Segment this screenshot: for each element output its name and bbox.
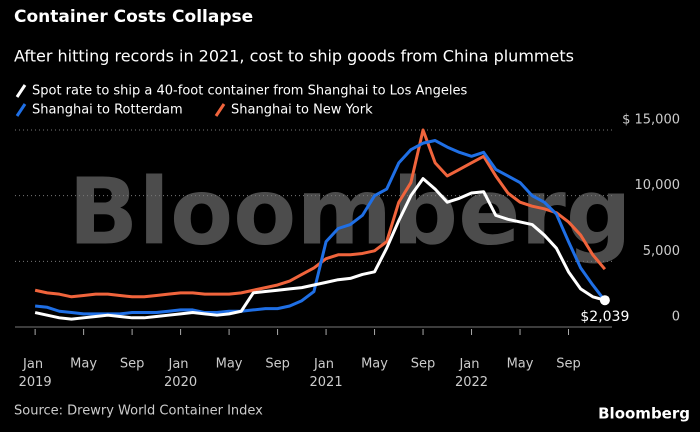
x-tick-label: Sep [120,357,145,372]
x-tick-label: Sep [265,357,290,372]
legend-swatch [15,84,27,98]
y-tick-label: 10,000 [635,178,681,193]
x-tick-label: Jan 2021 [310,357,343,390]
x-tick-label: May [361,357,388,372]
source-note: Source: Drewry World Container Index [14,404,263,419]
x-tick-label: May [507,357,534,372]
legend-label: Shanghai to New York [231,103,373,118]
chart-subtitle: After hitting records in 2021, cost to s… [14,47,574,66]
x-tick-label: Jan 2020 [164,357,197,390]
legend-label: Spot rate to ship a 40-foot container fr… [32,84,468,99]
legend-label: Shanghai to Rotterdam [32,103,183,118]
x-tick-label: Jan 2022 [455,357,488,390]
y-tick-label: 5,000 [643,244,680,259]
legend-swatch [214,103,226,117]
logo: Bloomberg [598,405,690,423]
x-tick-label: Jan 2019 [19,357,52,390]
legend-swatch [15,103,27,117]
y-tick-label: $ 15,000 [622,113,680,128]
series-line [34,139,607,316]
chart-title: Container Costs Collapse [14,7,253,27]
series-line [34,177,606,321]
end-point [599,295,610,306]
y-tick-label: 0 [672,310,680,325]
x-tick-label: May [216,357,243,372]
watermark: Bloomberg [68,158,631,265]
x-tick-label: Sep [556,357,581,372]
data-label: $2,039 [580,309,629,325]
x-tick-label: Sep [411,357,436,372]
x-tick-label: May [70,357,97,372]
